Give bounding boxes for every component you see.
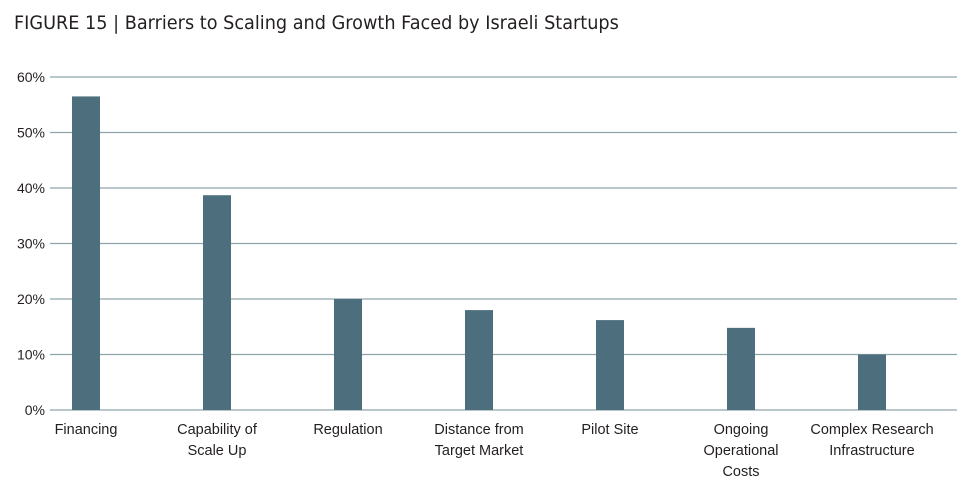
y-axis-ticks: 0% 10% 20% 30% 40% 50% 60% <box>17 69 45 418</box>
y-tick-label: 60% <box>17 69 45 85</box>
y-tick-label: 10% <box>17 347 45 363</box>
bars <box>72 96 886 411</box>
bar-regulation <box>334 299 362 410</box>
bar-financing <box>72 96 100 411</box>
x-tick-label: Capability of Scale Up <box>177 422 258 459</box>
x-tick-label: Pilot Site <box>581 422 638 438</box>
bar-pilot-site <box>596 320 624 410</box>
x-tick-label: Regulation <box>313 422 382 438</box>
bar-distance-from-target-market <box>465 310 493 410</box>
bar-ongoing-operational-costs <box>727 327 755 410</box>
x-tick-label: Financing <box>55 422 118 438</box>
y-tick-label: 20% <box>17 291 45 307</box>
chart-title: FIGURE 15 | Barriers to Scaling and Grow… <box>14 12 619 34</box>
bar-complex-research-infrastructure <box>858 354 886 410</box>
gridlines <box>50 76 957 411</box>
y-tick-label: 40% <box>17 180 45 196</box>
x-tick-label: Distance from Target Market <box>434 422 523 459</box>
x-axis-labels: Financing Capability of Scale Up Regulation… <box>55 422 934 480</box>
y-tick-label: 50% <box>17 125 45 141</box>
bar-capability-of-scale-up <box>203 195 231 410</box>
y-tick-label: 30% <box>17 236 45 252</box>
x-tick-label: Ongoing Operational Costs <box>704 422 779 480</box>
x-tick-label: Complex Research Infrastructure <box>810 422 933 459</box>
y-tick-label: 0% <box>25 402 45 418</box>
